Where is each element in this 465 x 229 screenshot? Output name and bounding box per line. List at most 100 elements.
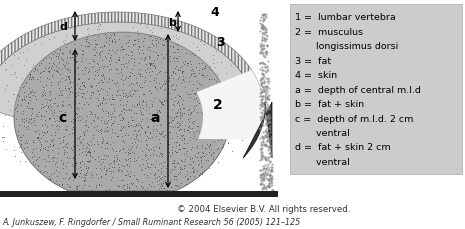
Bar <box>0 191 278 197</box>
Point <box>184 155 191 158</box>
Point <box>43 100 51 104</box>
Point <box>227 93 234 97</box>
Point <box>135 122 143 125</box>
Point <box>213 128 220 131</box>
Point <box>54 66 61 70</box>
Point <box>117 71 125 74</box>
Point <box>126 170 133 174</box>
Point <box>132 135 140 138</box>
Point <box>48 157 56 161</box>
Point <box>155 109 162 112</box>
Point <box>101 98 108 102</box>
Point <box>81 129 89 133</box>
Point <box>87 172 95 175</box>
Point <box>52 179 60 183</box>
Point <box>153 117 160 121</box>
Point <box>98 116 106 120</box>
Point <box>48 140 55 143</box>
Point <box>101 158 109 161</box>
Point <box>146 80 154 83</box>
Point <box>150 50 157 54</box>
Point <box>151 65 159 69</box>
Point <box>170 141 177 144</box>
Point <box>43 129 51 133</box>
Point <box>120 183 127 187</box>
Point <box>70 77 78 81</box>
Point <box>193 100 200 104</box>
Point <box>113 60 120 64</box>
Point <box>82 166 90 170</box>
Point <box>192 74 199 78</box>
Point <box>127 124 135 128</box>
Point <box>103 168 111 171</box>
Point <box>207 95 214 99</box>
Point <box>32 147 40 150</box>
Point <box>125 108 133 112</box>
Point <box>120 125 128 129</box>
Point <box>0 125 7 129</box>
Point <box>86 44 93 48</box>
Point <box>206 146 213 150</box>
Point <box>102 101 110 105</box>
Point <box>124 150 132 154</box>
Point <box>152 153 159 157</box>
Point <box>66 157 73 160</box>
Point <box>30 141 37 144</box>
Point <box>213 155 220 158</box>
Point <box>49 102 56 106</box>
Point <box>184 93 192 96</box>
Point <box>120 138 127 142</box>
Point <box>98 135 106 139</box>
Point <box>53 156 60 160</box>
Point <box>224 102 231 106</box>
Point <box>219 103 226 107</box>
Point <box>186 96 193 99</box>
Point <box>139 185 146 188</box>
Point <box>232 132 239 136</box>
Point <box>218 137 225 141</box>
Point <box>79 107 86 111</box>
Point <box>113 49 121 52</box>
Point <box>179 75 186 79</box>
Point <box>131 156 138 160</box>
Point <box>32 158 40 162</box>
Point <box>186 53 193 57</box>
Point <box>221 85 228 89</box>
Point <box>151 66 158 70</box>
Point <box>204 158 212 162</box>
Point <box>55 137 63 140</box>
Point <box>211 132 218 136</box>
Point <box>28 76 36 79</box>
Point <box>65 184 73 188</box>
Point <box>187 112 194 115</box>
Point <box>116 112 124 116</box>
Point <box>190 107 198 111</box>
Point <box>236 106 244 110</box>
Point <box>106 35 114 39</box>
Point <box>13 104 21 107</box>
Point <box>126 39 133 43</box>
Point <box>180 152 188 156</box>
Point <box>165 37 172 41</box>
Point <box>32 95 39 98</box>
Point <box>127 57 135 60</box>
Point <box>82 124 90 128</box>
Point <box>134 72 142 75</box>
Point <box>46 104 54 107</box>
Point <box>186 174 194 178</box>
Point <box>66 91 74 95</box>
Point <box>78 176 85 179</box>
Point <box>169 168 176 172</box>
Point <box>57 159 64 162</box>
Point <box>155 174 163 178</box>
Point <box>117 109 125 113</box>
Point <box>136 73 144 76</box>
Point <box>164 121 172 125</box>
Point <box>136 132 143 136</box>
Point <box>70 103 77 106</box>
Point <box>13 110 20 113</box>
Point <box>139 181 146 184</box>
Point <box>161 71 168 74</box>
Point <box>14 130 21 133</box>
Point <box>41 123 48 127</box>
